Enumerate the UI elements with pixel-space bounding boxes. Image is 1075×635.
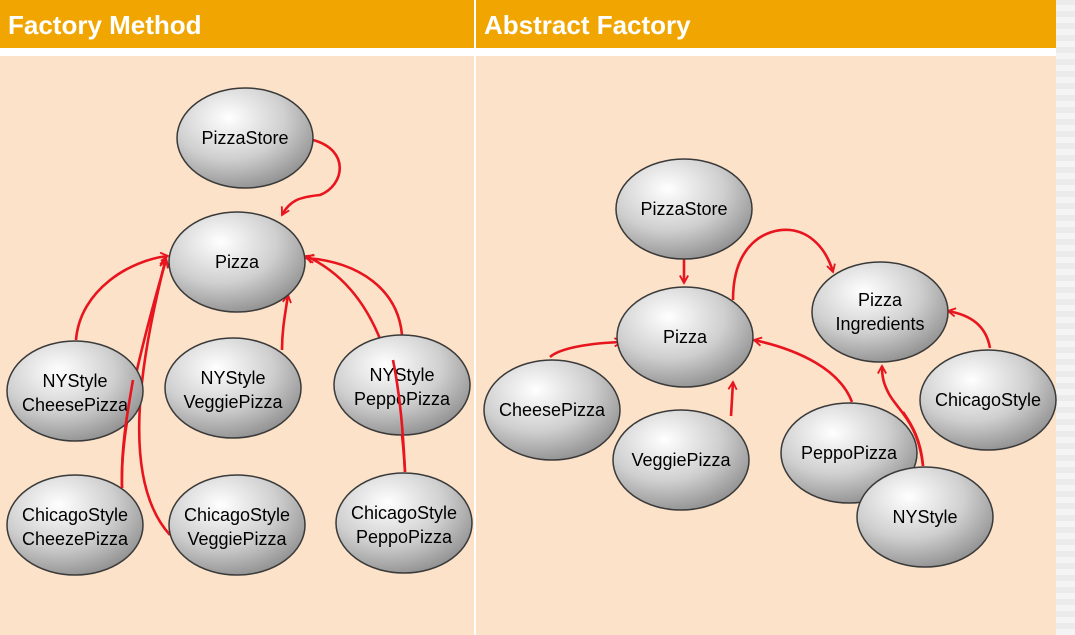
node-nystyle-peppopizza: NYStyle PeppoPizza [333, 334, 471, 436]
node-pizzastore-right-label: PizzaStore [640, 199, 727, 219]
node-pizza-left: Pizza [168, 211, 306, 313]
node-veggiepizza: VeggiePizza [612, 409, 750, 511]
chicago-peppo-line1: ChicagoStyle [351, 503, 457, 523]
edge-overlay-chicagopeppo [391, 359, 407, 473]
node-pizza-left-label: Pizza [215, 252, 260, 272]
node-pizzastore-left-label: PizzaStore [201, 128, 288, 148]
node-pizza-ingredients: Pizza Ingredients [811, 261, 949, 363]
ny-veggie-line1: NYStyle [200, 368, 265, 388]
ny-veggie-line2: VeggiePizza [183, 392, 283, 412]
node-chicagostyle-label: ChicagoStyle [935, 390, 1041, 410]
ny-peppo-line2: PeppoPizza [354, 389, 451, 409]
node-nystyle-cheesepizza: NYStyle CheesePizza [6, 340, 144, 442]
edge-nycheese-to-pizza [74, 256, 168, 341]
chicago-peppo-line2: PeppoPizza [356, 527, 453, 547]
node-cheesepizza: CheesePizza [483, 359, 621, 461]
node-pizza-right-label: Pizza [663, 327, 708, 347]
node-peppopizza-label: PeppoPizza [801, 443, 898, 463]
ny-peppo-line1: NYStyle [369, 365, 434, 385]
node-nystyle-label: NYStyle [892, 507, 957, 527]
edge-chicagoveggie-to-pizza [137, 258, 171, 536]
chicago-veggie-line1: ChicagoStyle [184, 505, 290, 525]
edge-nypeppo-to-pizza [306, 258, 404, 336]
chicago-veggie-line2: VeggiePizza [187, 529, 287, 549]
ny-cheese-line1: NYStyle [42, 371, 107, 391]
node-nystyle: NYStyle [856, 466, 994, 568]
factory-method-title: Factory Method [0, 0, 474, 50]
node-chicagostyle-veggiepizza: ChicagoStyle VeggiePizza [168, 474, 306, 576]
abstract-factory-title: Abstract Factory [476, 0, 1056, 50]
node-pizzastore-right: PizzaStore [615, 158, 753, 260]
edge-pizza-to-ingredients [731, 228, 833, 301]
ingredients-line2: Ingredients [835, 314, 924, 334]
edge-pizzastore-to-pizza [280, 138, 341, 215]
node-cheesepizza-label: CheesePizza [499, 400, 606, 420]
side-strip [1056, 0, 1075, 635]
edge-overlay-chicagocheeze [120, 379, 135, 489]
node-pizzastore-left: PizzaStore [176, 87, 314, 189]
edge-veggie-to-pizza [731, 382, 733, 417]
edge-nyveggie-to-pizza [280, 295, 288, 351]
edge-chicagostyle-to-ingredients [948, 311, 992, 349]
edge-overlay-nystyle [901, 411, 925, 467]
node-chicagostyle-peppopizza: ChicagoStyle PeppoPizza [335, 472, 473, 574]
abstract-factory-panel: Abstract Factory [476, 0, 1056, 635]
node-chicagostyle-cheezepizza: ChicagoStyle CheezePizza [6, 474, 144, 576]
ingredients-line1: Pizza [858, 290, 903, 310]
edge-peppo-to-pizza [754, 340, 854, 403]
node-pizza-right: Pizza [616, 286, 754, 388]
node-nystyle-veggiepizza: NYStyle VeggiePizza [164, 337, 302, 439]
node-veggiepizza-label: VeggiePizza [631, 450, 731, 470]
ny-cheese-line2: CheesePizza [22, 395, 129, 415]
edge-cheese-to-pizza [549, 342, 622, 359]
chicago-cheeze-line1: ChicagoStyle [22, 505, 128, 525]
node-chicagostyle: ChicagoStyle [919, 349, 1057, 451]
chicago-cheeze-line2: CheezePizza [22, 529, 129, 549]
